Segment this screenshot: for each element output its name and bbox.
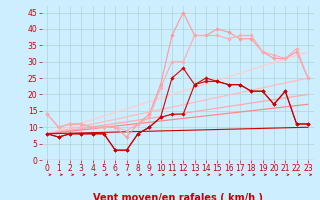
X-axis label: Vent moyen/en rafales ( km/h ): Vent moyen/en rafales ( km/h ) bbox=[92, 193, 263, 200]
